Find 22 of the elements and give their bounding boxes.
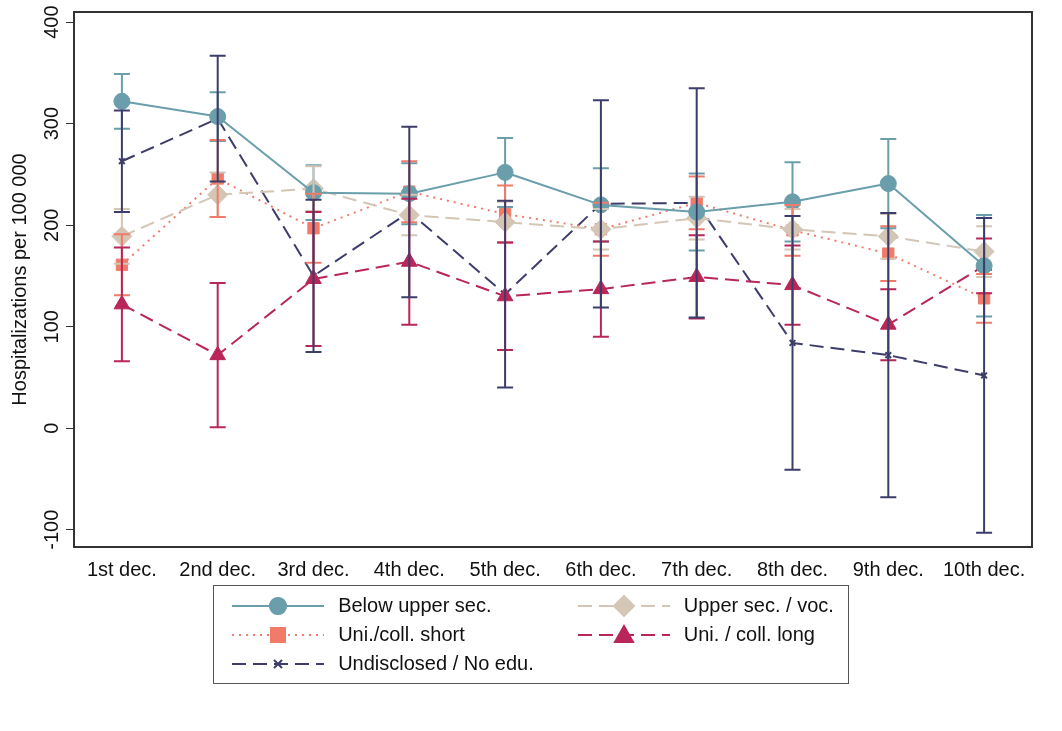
y-tick-label: 400 (39, 5, 62, 39)
x-tick-label: 10th dec. (942, 557, 1026, 580)
y-tick-label: 300 (39, 106, 62, 141)
x-tick-label: 3rd dec. (277, 557, 350, 580)
x-tick-label: 6th dec. (565, 557, 637, 580)
x-tick-label: 1st dec. (86, 557, 157, 580)
legend-label: Uni. / coll. long (683, 623, 815, 646)
x-tick-label: 7th dec. (661, 557, 733, 580)
x-tick-label: 9th dec. (852, 557, 924, 580)
y-tick-label: 100 (39, 310, 62, 344)
y-tick-label: 0 (39, 422, 62, 434)
x-tick-label: 8th dec. (756, 557, 829, 580)
legend-label: Upper sec. / voc. (683, 594, 834, 617)
y-tick-label: -100 (39, 509, 62, 550)
x-tick-label: 5th dec. (469, 557, 541, 580)
y-tick-label: 200 (39, 208, 62, 242)
x-tick-label: 2nd dec. (179, 557, 257, 580)
y-axis-title: Hospitalizations per 100 000 (7, 153, 30, 406)
legend-label: Undisclosed / No edu. (338, 652, 534, 675)
legend-label: Below upper sec. (338, 594, 492, 617)
x-tick-label: 4th dec. (373, 557, 445, 580)
legend-label: Uni./coll. short (338, 623, 465, 646)
